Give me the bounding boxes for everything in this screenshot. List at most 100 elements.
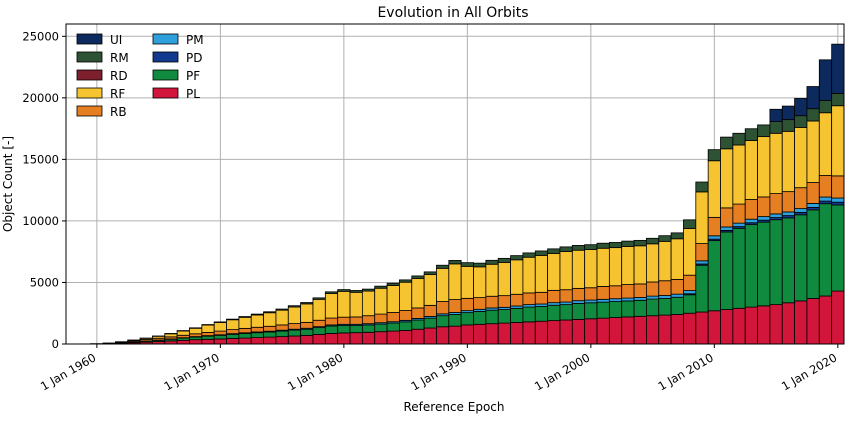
bar-segment-pm-2012: [732, 222, 746, 227]
bar-segment-pl-1989: [448, 325, 462, 345]
bar-segment-rb-2002: [608, 285, 623, 300]
bar-segment-pf-1989: [448, 314, 462, 327]
bar-segment-rb-1992: [485, 295, 499, 309]
bar-segment-rf-2013: [744, 140, 758, 200]
bar-segment-pf-1997: [547, 304, 561, 322]
bar-segment-ui-2017: [794, 98, 808, 117]
bar-segment-pf-1969: [201, 335, 215, 340]
bar-segment-rm-1984: [386, 282, 400, 286]
bar-segment-rm-1999: [571, 245, 586, 251]
bar-segment-rm-2020: [831, 93, 845, 107]
bar-segment-pl-2017: [794, 300, 808, 345]
bar-segment-rm-1982: [361, 288, 376, 292]
bar-segment-rm-2000: [584, 244, 598, 250]
bar-segment-rf-1970: [213, 322, 227, 332]
bar-segment-rb-1975: [275, 324, 289, 331]
bar-segment-rb-2015: [769, 193, 783, 215]
bar-segment-pl-1996: [534, 320, 549, 345]
bar-segment-rf-1977: [300, 303, 314, 323]
bar-segment-ui-2015: [769, 108, 783, 123]
bar-segment-rb-2020: [831, 175, 845, 199]
bar-segment-pf-2005: [646, 298, 660, 317]
bar-segment-rb-1993: [497, 295, 511, 308]
bar-segment-pl-2009: [695, 311, 709, 345]
bar-segment-pf-2009: [695, 264, 709, 313]
bar-segment-rf-1985: [399, 281, 413, 311]
bar-segment-rb-1999: [571, 287, 586, 302]
bar-segment-pl-1998: [559, 319, 573, 345]
bar-segment-rm-1972: [238, 316, 252, 318]
bar-segment-pf-2013: [744, 224, 758, 308]
bar-segment-pl-2006: [658, 314, 672, 345]
y-tick-label: 5000: [30, 275, 59, 289]
bar-segment-rb-1985: [399, 310, 413, 321]
bar-segment-pl-1980: [337, 332, 351, 345]
legend-swatch-rm: [76, 51, 103, 63]
bar-segment-pf-1986: [411, 319, 425, 330]
bar-segment-pf-1971: [226, 333, 240, 339]
bar-segment-rb-2010: [707, 216, 721, 237]
bar-segment-rf-1989: [448, 263, 462, 300]
bar-segment-pl-2012: [732, 307, 746, 345]
bar-segment-pl-2007: [670, 314, 684, 345]
bar-segment-pf-1979: [324, 325, 339, 334]
bar-segment-pf-1998: [559, 304, 573, 321]
legend-swatch-ui: [76, 33, 103, 45]
bar-segment-rf-1988: [436, 267, 450, 302]
bar-segment-rb-2001: [596, 285, 610, 300]
bar-segment-pf-1972: [238, 333, 252, 339]
bar-segment-rm-1975: [275, 308, 289, 311]
bar-segment-pl-1974: [263, 336, 277, 345]
bar-segment-rb-2014: [757, 196, 771, 218]
bar-segment-rm-2014: [757, 124, 771, 138]
bar-segment-rm-2007: [670, 232, 684, 240]
bar-segment-pf-2015: [769, 219, 783, 306]
bar-segment-rm-1974: [263, 311, 277, 314]
bar-segment-rb-2019: [818, 175, 833, 198]
bar-segment-pl-1971: [226, 338, 240, 345]
bar-segment-pl-1991: [473, 323, 487, 345]
y-tick-label: 15000: [22, 152, 59, 166]
bar-segment-pl-2014: [757, 305, 771, 345]
bar-segment-rb-2006: [658, 280, 672, 296]
bar-segment-rm-2012: [732, 132, 746, 146]
x-tick-label: 1 Jan 2000: [532, 350, 592, 393]
bar-segment-rm-1981: [349, 290, 363, 293]
bar-segment-rm-1979: [324, 291, 339, 294]
bar-segment-rb-1979: [324, 317, 339, 326]
bar-segment-rm-1983: [374, 285, 388, 289]
bar-segment-pl-1995: [522, 321, 536, 345]
bar-segment-rf-2011: [720, 148, 734, 209]
legend-label-rd: RD: [110, 69, 128, 83]
bar-segment-pf-2007: [670, 296, 684, 315]
bar-segment-rb-1988: [436, 301, 450, 315]
bar-segment-rm-1985: [399, 279, 413, 283]
bar-segment-pf-1977: [300, 328, 314, 336]
bar-segment-rb-1969: [201, 332, 215, 337]
bar-segment-rf-1984: [386, 285, 400, 313]
y-tick-label: 10000: [22, 214, 59, 228]
bar-segment-rb-1982: [361, 315, 376, 325]
legend-label-rb: RB: [110, 105, 127, 119]
bar-segment-rb-1990: [460, 297, 474, 312]
bar-segment-rf-1986: [411, 277, 425, 309]
bar-segment-rm-1995: [522, 252, 536, 258]
bar-segment-rm-2005: [646, 237, 660, 245]
bar-segment-pf-2000: [584, 302, 598, 320]
bar-segment-rf-2018: [806, 120, 820, 183]
bar-segment-rf-2002: [608, 247, 623, 287]
bar-segment-rb-1983: [374, 313, 388, 324]
bar-segment-pf-2004: [633, 299, 647, 317]
bar-segment-rm-1994: [510, 255, 524, 261]
bar-segment-rb-2008: [683, 274, 697, 291]
bar-segment-rb-1997: [547, 289, 561, 304]
bar-segment-rb-2007: [670, 278, 684, 295]
bar-segment-rf-1990: [460, 265, 474, 299]
bar-segment-pl-2005: [646, 315, 660, 345]
bar-segment-pf-2017: [794, 214, 808, 302]
bar-segment-rm-2006: [658, 235, 672, 242]
bar-segment-rb-1987: [423, 304, 437, 317]
bar-segment-pl-1985: [399, 330, 413, 345]
bar-segment-pl-2010: [707, 310, 721, 345]
bar-segment-pf-2012: [732, 227, 746, 309]
